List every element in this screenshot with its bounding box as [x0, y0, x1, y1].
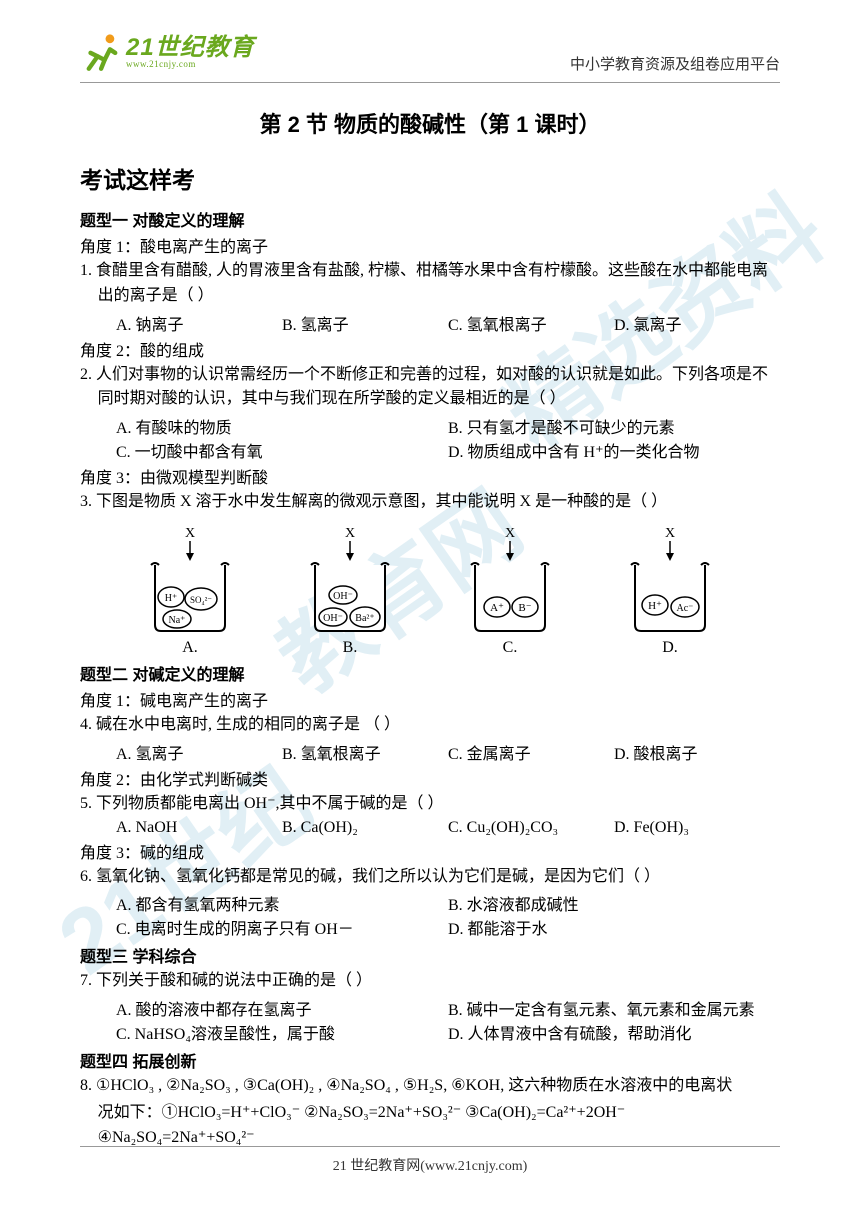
- q5-opt-b: B. Ca(OH)₂: [282, 819, 448, 837]
- beaker-b: X OH⁻ OH⁻ Ba²⁺ B.: [295, 525, 405, 657]
- q4-opt-d: D. 酸根离子: [614, 740, 780, 764]
- q2-opt-a: A. 有酸味的物质: [116, 414, 448, 438]
- q7-opt-a: A. 酸的溶液中都存在氢离子: [116, 996, 448, 1020]
- logo-text-block: 21世纪教育 www.21cnjy.com: [126, 36, 255, 69]
- q2-opt-c: C. 一切酸中都含有氧: [116, 438, 448, 462]
- svg-text:H⁺: H⁺: [648, 600, 662, 612]
- question-3: 3. 下图是物质 X 溶于水中发生解离的微观示意图，其中能说明 X 是一种酸的是…: [80, 490, 780, 515]
- beaker-c: X A⁺ B⁻ C.: [455, 525, 565, 657]
- angle-2-1: 角度 1：碱电离产生的离子: [80, 687, 780, 711]
- angle-2-2: 角度 2：由化学式判断碱类: [80, 766, 780, 790]
- question-8-line1: 8. ①HClO₃ , ②Na₂SO₃ , ③Ca(OH)₂ , ④Na₂SO₄…: [80, 1074, 780, 1099]
- q5-opt-c: C. Cu₂(OH)₂CO₃: [448, 819, 614, 837]
- beaker-b-label: B.: [343, 639, 358, 657]
- logo-main-text: 21世纪教育: [126, 36, 255, 60]
- topic-type-4: 题型四 拓展创新: [80, 1048, 780, 1072]
- beaker-a: X H⁺ SO₄²⁻ Na⁺ A.: [135, 525, 245, 657]
- section-heading: 考试这样考: [80, 161, 780, 195]
- beaker-c-svg: X A⁺ B⁻: [455, 525, 565, 635]
- question-6: 6. 氢氧化钠、氢氧化钙都是常见的碱，我们之所以认为它们是碱，是因为它们（ ）: [80, 865, 780, 890]
- header-right-text: 中小学教育资源及组卷应用平台: [570, 53, 780, 74]
- beaker-d-label: D.: [662, 639, 678, 657]
- q7-opt-b: B. 碱中一定含有氢元素、氧元素和金属元素: [448, 996, 780, 1020]
- beaker-a-label: A.: [182, 639, 198, 657]
- svg-text:Ac⁻: Ac⁻: [677, 603, 694, 614]
- question-8-line2: 况如下：①HClO₃=H⁺+ClO₃⁻ ②Na₂SO₃=2Na⁺+SO₃²⁻ ③…: [80, 1101, 780, 1151]
- beaker-b-svg: X OH⁻ OH⁻ Ba²⁺: [295, 525, 405, 635]
- question-4: 4. 碱在水中电离时, 生成的相同的离子是 （ ）: [80, 713, 780, 738]
- q6-opt-c: C. 电离时生成的阴离子只有 OH－: [116, 915, 448, 939]
- question-7: 7. 下列关于酸和碱的说法中正确的是（ ）: [80, 969, 780, 994]
- angle-1-1: 角度 1：酸电离产生的离子: [80, 233, 780, 257]
- q1-opt-a: A. 钠离子: [116, 311, 282, 335]
- q5-opt-a: A. NaOH: [116, 819, 282, 837]
- topic-type-3: 题型三 学科综合: [80, 943, 780, 967]
- angle-1-3: 角度 3：由微观模型判断酸: [80, 464, 780, 488]
- question-2: 2. 人们对事物的认识常需经历一个不断修正和完善的过程，如对酸的认识就是如此。下…: [80, 363, 780, 413]
- runner-icon: [80, 30, 124, 74]
- q2-options: A. 有酸味的物质 B. 只有氢才是酸不可缺少的元素 C. 一切酸中都含有氧 D…: [116, 414, 780, 462]
- svg-text:B⁻: B⁻: [518, 602, 531, 614]
- q1-options: A. 钠离子 B. 氢离子 C. 氢氧根离子 D. 氯离子: [116, 311, 780, 335]
- svg-text:OH⁻: OH⁻: [323, 613, 343, 624]
- q4-opt-c: C. 金属离子: [448, 740, 614, 764]
- beaker-d: X H⁺ Ac⁻ D.: [615, 525, 725, 657]
- q6-options: A. 都含有氢氧两种元素 B. 水溶液都成碱性 C. 电离时生成的阴离子只有 O…: [116, 891, 780, 939]
- angle-1-2: 角度 2：酸的组成: [80, 337, 780, 361]
- beaker-d-svg: X H⁺ Ac⁻: [615, 525, 725, 635]
- topic-type-2: 题型二 对碱定义的理解: [80, 661, 780, 685]
- question-5: 5. 下列物质都能电离出 OH⁻,其中不属于碱的是（ ）: [80, 792, 780, 817]
- svg-text:Na⁺: Na⁺: [169, 615, 186, 626]
- beaker-c-label: C.: [503, 639, 518, 657]
- beaker-a-svg: X H⁺ SO₄²⁻ Na⁺: [135, 525, 245, 635]
- q7-opt-c: C. NaHSO₄溶液呈酸性，属于酸: [116, 1020, 448, 1044]
- logo-block: 21世纪教育 www.21cnjy.com: [80, 30, 255, 74]
- q2-opt-d: D. 物质组成中含有 H⁺的一类化合物: [448, 438, 780, 462]
- q7-options: A. 酸的溶液中都存在氢离子 B. 碱中一定含有氢元素、氧元素和金属元素 C. …: [116, 996, 780, 1044]
- x-label: X: [185, 526, 195, 541]
- q1-opt-c: C. 氢氧根离子: [448, 311, 614, 335]
- svg-text:X: X: [665, 526, 675, 541]
- page-title: 第 2 节 物质的酸碱性（第 1 课时）: [80, 107, 780, 139]
- svg-text:H⁺: H⁺: [165, 593, 178, 604]
- q1-opt-b: B. 氢离子: [282, 311, 448, 335]
- q2-opt-b: B. 只有氢才是酸不可缺少的元素: [448, 414, 780, 438]
- q1-opt-d: D. 氯离子: [614, 311, 780, 335]
- svg-text:A⁺: A⁺: [490, 602, 504, 614]
- q4-opt-b: B. 氢氧根离子: [282, 740, 448, 764]
- page-root: 21世纪教育 www.21cnjy.com 中小学教育资源及组卷应用平台 第 2…: [0, 0, 860, 1151]
- page-header: 21世纪教育 www.21cnjy.com 中小学教育资源及组卷应用平台: [80, 0, 780, 83]
- logo-url-text: www.21cnjy.com: [126, 60, 255, 69]
- q7-opt-d: D. 人体胃液中含有硫酸，帮助消化: [448, 1020, 780, 1044]
- svg-text:X: X: [345, 526, 355, 541]
- q4-opt-a: A. 氢离子: [116, 740, 282, 764]
- topic-type-1: 题型一 对酸定义的理解: [80, 207, 780, 231]
- question-1: 1. 食醋里含有醋酸, 人的胃液里含有盐酸, 柠檬、柑橘等水果中含有柠檬酸。这些…: [80, 259, 780, 309]
- q5-options: A. NaOH B. Ca(OH)₂ C. Cu₂(OH)₂CO₃ D. Fe(…: [116, 819, 780, 837]
- beaker-diagram-row: X H⁺ SO₄²⁻ Na⁺ A. X: [110, 525, 750, 657]
- q6-opt-d: D. 都能溶于水: [448, 915, 780, 939]
- angle-2-3: 角度 3：碱的组成: [80, 839, 780, 863]
- svg-text:Ba²⁺: Ba²⁺: [355, 613, 374, 624]
- svg-text:OH⁻: OH⁻: [333, 591, 353, 602]
- q6-opt-a: A. 都含有氢氧两种元素: [116, 891, 448, 915]
- q4-options: A. 氢离子 B. 氢氧根离子 C. 金属离子 D. 酸根离子: [116, 740, 780, 764]
- svg-text:X: X: [505, 526, 515, 541]
- q6-opt-b: B. 水溶液都成碱性: [448, 891, 780, 915]
- q5-opt-d: D. Fe(OH)₃: [614, 819, 780, 837]
- svg-text:SO₄²⁻: SO₄²⁻: [190, 595, 212, 605]
